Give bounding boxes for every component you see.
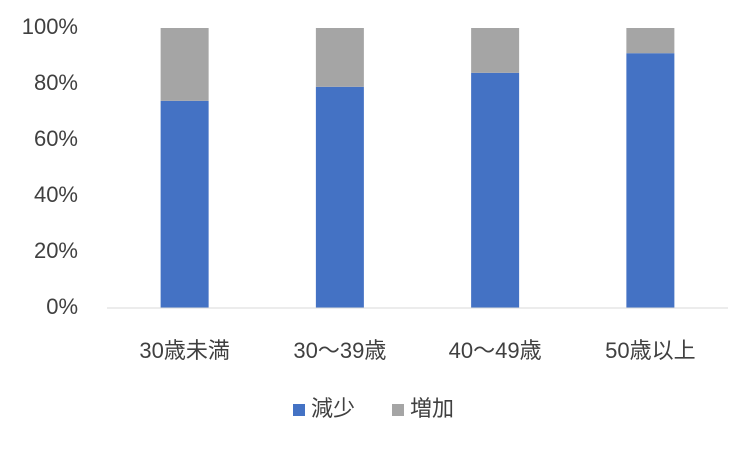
y-tick-label: 80% [34, 70, 78, 95]
x-tick-label: 30～39歳 [293, 338, 386, 363]
y-tick-label: 60% [34, 126, 78, 151]
legend-swatch [392, 404, 404, 416]
bar-segment [626, 53, 675, 309]
legend-label: 増加 [410, 396, 454, 421]
y-tick-label: 0% [46, 294, 78, 319]
bar-segment [471, 72, 520, 308]
legend-label: 減少 [311, 396, 355, 421]
bar-segment [160, 28, 209, 101]
bar-segment [471, 28, 520, 73]
bar-segment [315, 86, 364, 308]
x-tick-label: 40～49歳 [449, 338, 542, 363]
bar-segment [626, 28, 675, 54]
x-tick-label: 30歳未満 [139, 338, 229, 363]
bar-segment [315, 28, 364, 87]
x-tick-label: 50歳以上 [605, 338, 695, 363]
bar-segment [160, 100, 209, 308]
legend-swatch [293, 404, 305, 416]
y-tick-label: 40% [34, 182, 78, 207]
y-tick-label: 100% [22, 14, 78, 39]
y-tick-label: 20% [34, 238, 78, 263]
